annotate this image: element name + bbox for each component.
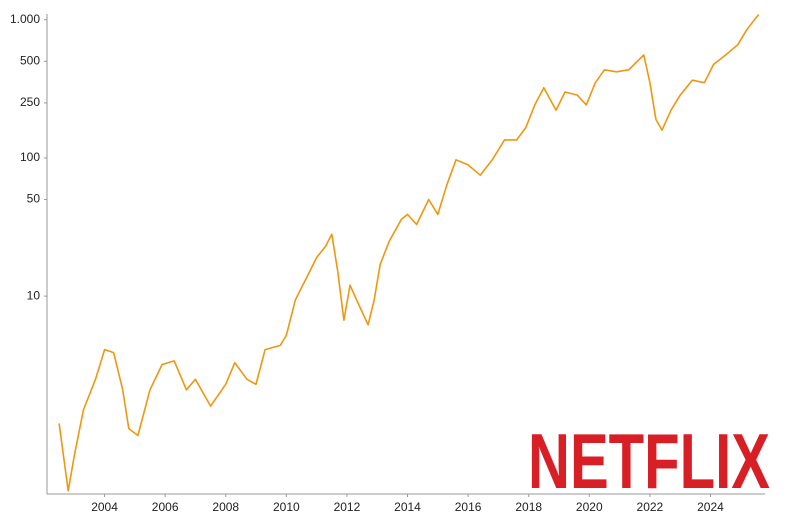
x-tick-label: 2020 bbox=[576, 500, 603, 514]
x-tick-label: 2008 bbox=[212, 500, 239, 514]
y-tick-label: 1.000 bbox=[10, 12, 40, 26]
y-tick-label: 10 bbox=[27, 288, 41, 302]
y-tick-label: 100 bbox=[20, 150, 40, 164]
x-tick-label: 2024 bbox=[697, 500, 724, 514]
x-tick-label: 2004 bbox=[91, 500, 118, 514]
x-tick-label: 2018 bbox=[515, 500, 542, 514]
x-tick-label: 2022 bbox=[637, 500, 664, 514]
x-tick-label: 2014 bbox=[394, 500, 421, 514]
y-tick-label: 50 bbox=[27, 192, 41, 206]
y-tick-label: 500 bbox=[20, 53, 40, 67]
x-tick-label: 2006 bbox=[152, 500, 179, 514]
y-tick-label: 250 bbox=[20, 95, 40, 109]
price-line bbox=[58, 13, 760, 492]
x-tick-label: 2016 bbox=[455, 500, 482, 514]
logo: NETFLIX bbox=[528, 417, 770, 505]
x-tick-label: 2012 bbox=[334, 500, 361, 514]
x-tick-label: 2010 bbox=[273, 500, 300, 514]
